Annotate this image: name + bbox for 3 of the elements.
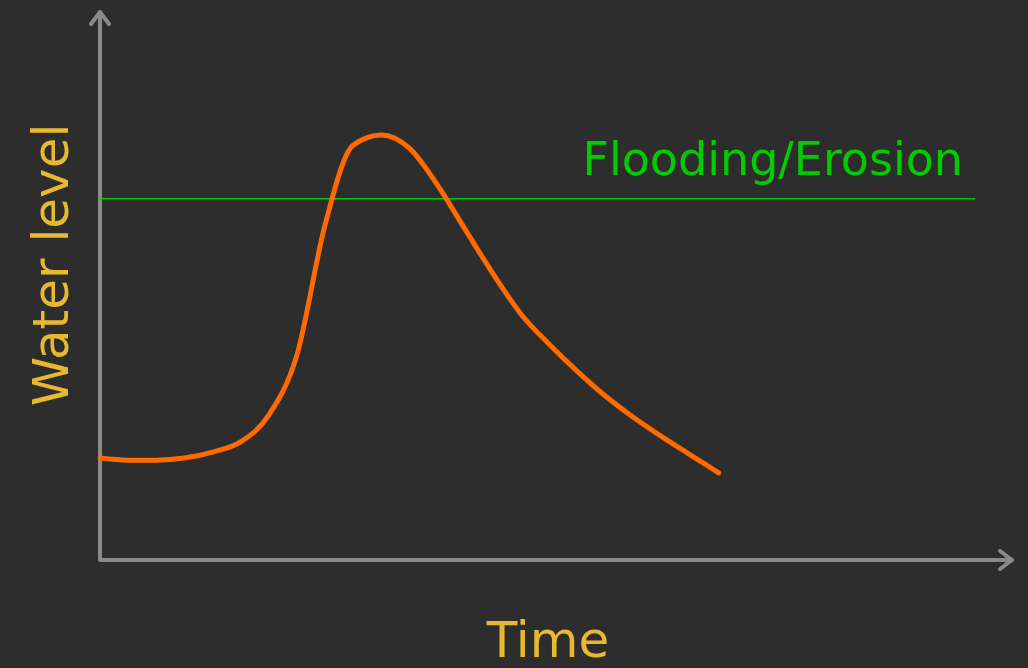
y-axis-title: Water level	[22, 123, 80, 407]
ref-line-label: Flooding/Erosion	[582, 131, 963, 186]
x-axis-title: Time	[485, 611, 610, 668]
